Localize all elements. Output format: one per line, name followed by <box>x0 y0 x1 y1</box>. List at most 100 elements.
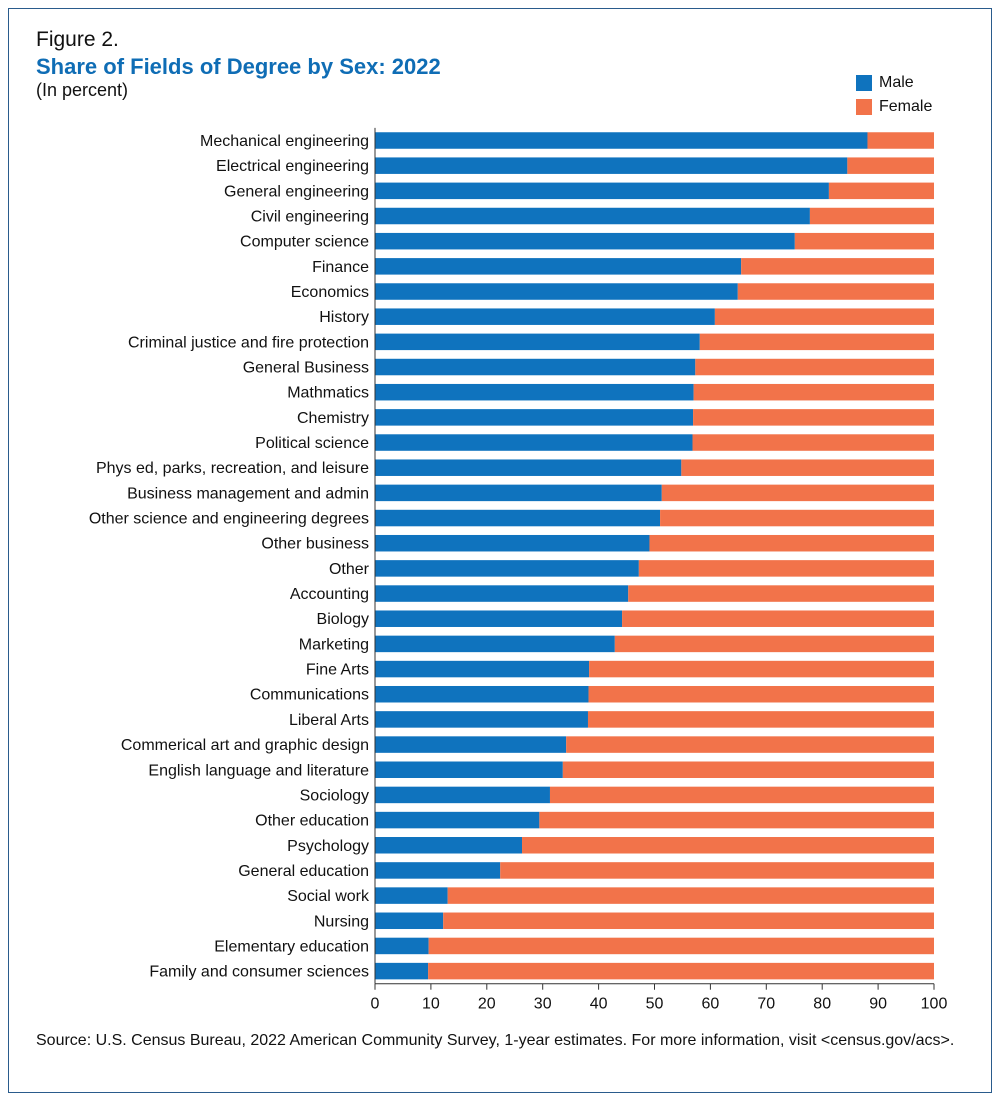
bar-female-4 <box>794 232 934 250</box>
category-label-28: Psychology <box>287 838 369 855</box>
bar-female-9 <box>695 358 934 376</box>
category-label-22: Communications <box>250 687 369 704</box>
bar-female-25 <box>562 761 934 778</box>
x-tick-label-8: 80 <box>813 996 831 1013</box>
category-label-23: Liberal Arts <box>289 712 369 729</box>
x-tick-label-0: 0 <box>371 996 380 1013</box>
bar-female-20 <box>614 635 934 653</box>
category-label-17: Other <box>329 561 370 578</box>
legend-label-male: Male <box>879 74 914 91</box>
x-tick-label-1: 10 <box>422 996 440 1013</box>
legend-item-male: Male <box>856 71 932 95</box>
bar-female-7 <box>714 308 934 325</box>
category-label-20: Marketing <box>299 636 369 653</box>
bar-female-10 <box>693 383 934 401</box>
bar-male-9 <box>375 358 696 376</box>
bar-female-26 <box>549 786 934 804</box>
bar-male-16 <box>375 534 650 552</box>
category-label-18: Accounting <box>290 586 369 603</box>
category-label-13: Phys ed, parks, recreation, and leisure <box>96 460 369 477</box>
category-label-15: Other science and engineering degrees <box>89 511 369 528</box>
source-note: Source: U.S. Census Bureau, 2022 America… <box>36 1032 955 1049</box>
category-label-24: Commerical art and graphic design <box>121 737 369 754</box>
bar-male-23 <box>375 711 588 728</box>
bar-female-29 <box>500 862 934 879</box>
category-label-21: Fine Arts <box>306 662 369 679</box>
x-tick-label-3: 30 <box>534 996 552 1013</box>
bar-female-3 <box>809 207 934 225</box>
figure-frame <box>8 8 992 1093</box>
bar-male-31 <box>375 912 444 930</box>
category-label-8: Criminal justice and fire protection <box>128 334 369 351</box>
bar-female-30 <box>447 887 934 904</box>
category-label-9: General Business <box>243 360 369 377</box>
category-label-12: Political science <box>255 435 369 452</box>
bar-female-13 <box>681 459 934 476</box>
bar-female-14 <box>661 484 934 502</box>
bar-female-12 <box>692 434 934 451</box>
category-label-29: General education <box>238 863 369 880</box>
figure-label: Figure 2. <box>36 28 119 51</box>
bar-female-19 <box>622 610 934 627</box>
bar-male-0 <box>375 132 868 149</box>
category-label-14: Business management and admin <box>127 485 369 502</box>
bar-female-5 <box>741 258 934 275</box>
bar-female-31 <box>443 912 934 930</box>
bar-male-8 <box>375 333 700 351</box>
bar-female-11 <box>693 409 934 426</box>
bar-female-32 <box>428 937 934 955</box>
bar-male-19 <box>375 610 623 627</box>
bar-male-1 <box>375 157 848 174</box>
legend-label-female: Female <box>879 98 933 115</box>
bar-male-5 <box>375 258 742 275</box>
bar-male-3 <box>375 207 810 225</box>
bar-male-11 <box>375 409 694 426</box>
bar-female-23 <box>587 711 934 728</box>
bar-male-14 <box>375 484 662 502</box>
x-tick-label-4: 40 <box>590 996 608 1013</box>
category-label-33: Family and consumer sciences <box>149 964 369 981</box>
bar-female-0 <box>867 132 934 149</box>
category-label-6: Economics <box>291 284 369 301</box>
category-label-7: History <box>319 309 369 326</box>
legend-item-female: Female <box>856 95 932 119</box>
bar-female-15 <box>660 509 934 527</box>
x-tick-label-7: 70 <box>757 996 775 1013</box>
legend: Male Female <box>856 71 932 119</box>
bar-female-22 <box>588 685 934 703</box>
category-label-26: Sociology <box>300 787 369 804</box>
bar-female-28 <box>522 837 934 854</box>
bar-female-17 <box>638 560 934 577</box>
category-label-0: Mechanical engineering <box>200 133 369 150</box>
bar-female-6 <box>737 283 934 300</box>
bar-male-28 <box>375 837 523 854</box>
bar-female-33 <box>428 962 934 980</box>
bar-male-4 <box>375 232 795 250</box>
bar-male-10 <box>375 383 694 401</box>
bar-male-26 <box>375 786 550 804</box>
bar-male-7 <box>375 308 715 325</box>
bar-male-32 <box>375 937 429 955</box>
bar-male-24 <box>375 736 567 753</box>
x-tick-label-10: 100 <box>921 996 948 1013</box>
bar-male-12 <box>375 434 693 451</box>
bar-male-30 <box>375 887 448 904</box>
bar-male-25 <box>375 761 563 778</box>
x-tick-label-2: 20 <box>478 996 496 1013</box>
bar-male-27 <box>375 811 540 829</box>
category-label-32: Elementary education <box>214 938 369 955</box>
chart-subtitle: (In percent) <box>36 80 129 100</box>
bar-female-18 <box>628 585 934 602</box>
category-label-30: Social work <box>287 888 370 905</box>
chart-title: Share of Fields of Degree by Sex: 2022 <box>36 54 441 79</box>
bar-female-8 <box>699 333 934 351</box>
bar-male-29 <box>375 862 501 879</box>
bar-male-6 <box>375 283 738 300</box>
category-label-4: Computer science <box>240 234 369 251</box>
bar-female-1 <box>847 157 934 174</box>
category-label-31: Nursing <box>314 913 369 930</box>
category-label-1: Electrical engineering <box>216 158 369 175</box>
bar-female-16 <box>649 534 934 552</box>
bar-male-22 <box>375 685 589 703</box>
category-label-25: English language and literature <box>148 762 369 779</box>
